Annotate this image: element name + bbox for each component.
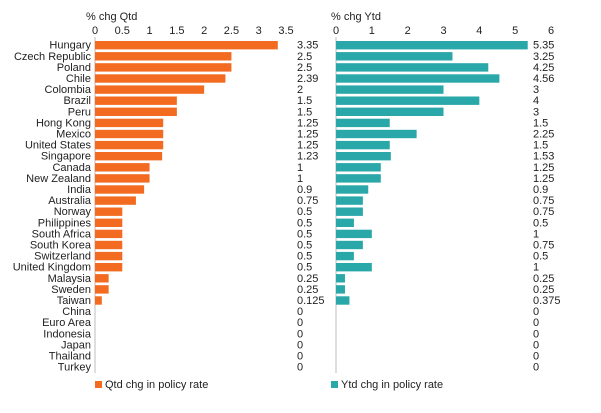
ytd-bar bbox=[336, 252, 354, 260]
ytd-bar bbox=[336, 130, 417, 138]
ytd-legend-swatch bbox=[331, 381, 338, 388]
ytd-panel-title: % chg Ytd bbox=[331, 11, 381, 23]
qtd-bar bbox=[95, 230, 122, 238]
ytd-legend-label: Ytd chg in policy rate bbox=[341, 379, 443, 391]
ytd-tick-label: 2 bbox=[405, 25, 411, 37]
qtd-bar bbox=[95, 119, 163, 127]
qtd-bar bbox=[95, 241, 122, 249]
ytd-bar bbox=[336, 219, 354, 227]
ytd-tick-label: 0 bbox=[333, 25, 339, 37]
qtd-bar bbox=[95, 74, 225, 82]
ytd-bar bbox=[336, 241, 363, 249]
qtd-tick-label: 3.5 bbox=[278, 25, 293, 37]
ytd-bar bbox=[336, 274, 345, 282]
ytd-bar bbox=[336, 285, 345, 293]
qtd-bar bbox=[95, 285, 109, 293]
ytd-bar bbox=[336, 97, 479, 105]
qtd-bar bbox=[95, 108, 177, 116]
category-label: Turkey bbox=[58, 362, 92, 374]
qtd-bar bbox=[95, 296, 102, 304]
qtd-tick-label: 3 bbox=[256, 25, 262, 37]
qtd-legend-swatch bbox=[95, 381, 102, 388]
qtd-bar bbox=[95, 185, 144, 193]
qtd-tick-label: 0 bbox=[92, 25, 98, 37]
ytd-tick-label: 6 bbox=[548, 25, 554, 37]
qtd-bar bbox=[95, 97, 177, 105]
qtd-bar bbox=[95, 130, 163, 138]
ytd-bar bbox=[336, 163, 381, 171]
qtd-panel-title: % chg Qtd bbox=[86, 11, 137, 23]
qtd-bar bbox=[95, 41, 278, 49]
ytd-bar bbox=[336, 185, 368, 193]
qtd-bar bbox=[95, 174, 150, 182]
ytd-bar bbox=[336, 141, 390, 149]
ytd-bar bbox=[336, 41, 528, 49]
qtd-tick-label: 1 bbox=[147, 25, 153, 37]
ytd-bar bbox=[336, 63, 488, 71]
qtd-bar bbox=[95, 141, 163, 149]
ytd-bar bbox=[336, 263, 372, 271]
qtd-bar bbox=[95, 52, 231, 60]
ytd-tick-label: 4 bbox=[476, 25, 482, 37]
ytd-bar bbox=[336, 230, 372, 238]
qtd-tick-label: 2 bbox=[201, 25, 207, 37]
qtd-bar bbox=[95, 196, 136, 204]
ytd-bar bbox=[336, 196, 363, 204]
qtd-bar bbox=[95, 163, 150, 171]
ytd-bar bbox=[336, 108, 444, 116]
ytd-tick-label: 3 bbox=[440, 25, 446, 37]
ytd-value-label: 0 bbox=[533, 362, 539, 374]
ytd-bar bbox=[336, 74, 499, 82]
ytd-bar bbox=[336, 296, 349, 304]
qtd-bar bbox=[95, 152, 162, 160]
ytd-bar bbox=[336, 85, 444, 93]
ytd-tick-label: 5 bbox=[512, 25, 518, 37]
qtd-bar bbox=[95, 219, 122, 227]
qtd-bar bbox=[95, 85, 204, 93]
qtd-tick-label: 1.5 bbox=[169, 25, 184, 37]
qtd-bar bbox=[95, 263, 122, 271]
ytd-bar bbox=[336, 152, 391, 160]
qtd-value-label: 0 bbox=[297, 362, 303, 374]
qtd-bar bbox=[95, 63, 231, 71]
ytd-bar bbox=[336, 208, 363, 216]
ytd-tick-label: 1 bbox=[369, 25, 375, 37]
qtd-tick-label: 2.5 bbox=[224, 25, 239, 37]
qtd-bar bbox=[95, 252, 122, 260]
ytd-bar bbox=[336, 119, 390, 127]
qtd-tick-label: 0.5 bbox=[115, 25, 130, 37]
qtd-bar bbox=[95, 274, 109, 282]
ytd-bar bbox=[336, 52, 452, 60]
qtd-legend-label: Qtd chg in policy rate bbox=[105, 379, 208, 391]
ytd-bar bbox=[336, 174, 381, 182]
qtd-bar bbox=[95, 208, 122, 216]
